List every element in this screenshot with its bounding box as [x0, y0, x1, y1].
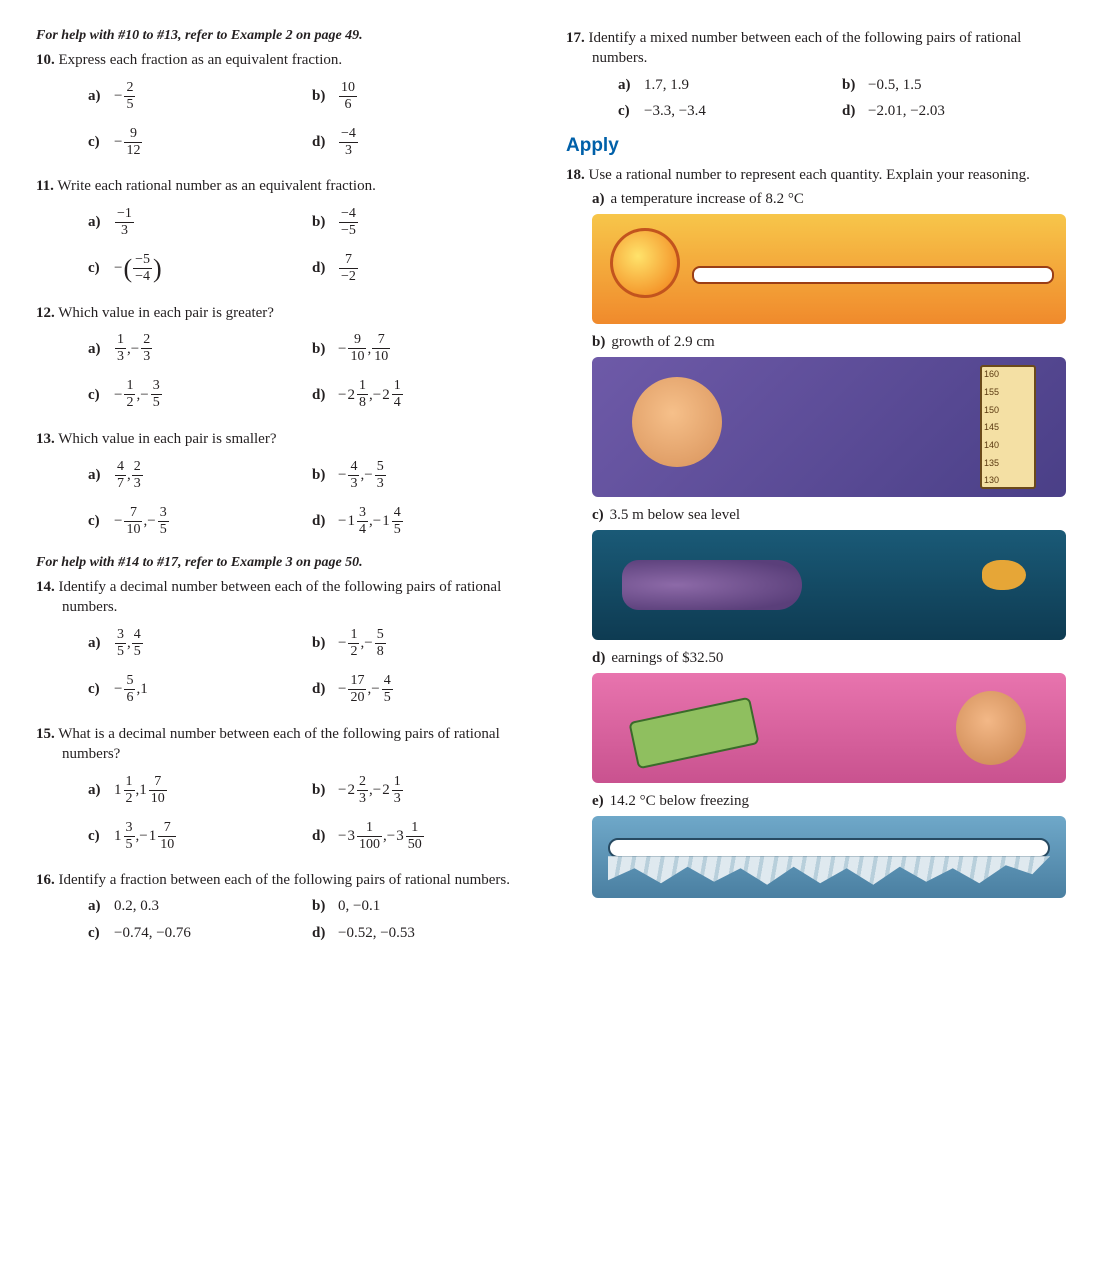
q17-d: d)−2.01, −2.03	[842, 101, 1066, 121]
q10-text: Express each fraction as an equivalent f…	[59, 52, 343, 68]
q17-c: c)−3.3, −3.4	[618, 101, 842, 121]
question-17: 17. Identify a mixed number between each…	[566, 28, 1066, 121]
q12-b: b) −910, 710	[312, 333, 536, 364]
q11-b: b) −4−5	[312, 207, 536, 238]
q12-c: c) −12, −35	[88, 379, 312, 410]
q18-c: c)3.5 m below sea level	[592, 507, 1066, 524]
help-note-2: For help with #14 to #17, refer to Examp…	[36, 555, 536, 571]
q18-d: d)earnings of $32.50	[592, 650, 1066, 667]
question-10: 10. Express each fraction as an equivale…	[36, 50, 536, 162]
illustration-freezing-thermometer	[592, 816, 1066, 898]
q13-a: a) 47, 23	[88, 460, 312, 491]
q13-c: c) −710, −35	[88, 506, 312, 537]
q13-d: d) −134, −145	[312, 506, 536, 537]
q15-d: d) −31100, −3150	[312, 821, 536, 852]
q18-a: a)a temperature increase of 8.2 °C	[592, 191, 1066, 208]
q10-d: d) −43	[312, 127, 536, 158]
q11-d: d) 7−2	[312, 253, 536, 284]
q10-a: a) − 25	[88, 81, 312, 112]
q10-b: b) 106	[312, 81, 536, 112]
question-14: 14. Identify a decimal number between ea…	[36, 577, 536, 710]
illustration-growth-ruler: 160 155 150 145 140 135 130	[592, 357, 1066, 497]
question-13: 13. Which value in each pair is smaller?…	[36, 429, 536, 541]
q11-a: a) −13	[88, 207, 312, 238]
question-16: 16. Identify a fraction between each of …	[36, 870, 536, 943]
question-18: 18. Use a rational number to represent e…	[566, 165, 1066, 185]
q14-b: b) −12, −58	[312, 628, 536, 659]
q18-e: e)14.2 °C below freezing	[592, 793, 1066, 810]
q14-a: a) 35, 45	[88, 628, 312, 659]
q16-a: a)0.2, 0.3	[88, 896, 312, 916]
illustration-sun-thermometer	[592, 214, 1066, 324]
q18-b: b)growth of 2.9 cm	[592, 334, 1066, 351]
q17-a: a)1.7, 1.9	[618, 75, 842, 95]
q12-a: a) 13, −23	[88, 333, 312, 364]
q17-b: b)−0.5, 1.5	[842, 75, 1066, 95]
illustration-earnings	[592, 673, 1066, 783]
help-note-1: For help with #10 to #13, refer to Examp…	[36, 28, 536, 44]
q15-a: a) 112, 1710	[88, 775, 312, 806]
q16-c: c)−0.74, −0.76	[88, 923, 312, 943]
q16-d: d)−0.52, −0.53	[312, 923, 536, 943]
q12-d: d) −218, −214	[312, 379, 536, 410]
q15-b: b) −223, −213	[312, 775, 536, 806]
q11-c: c) −(−5−4)	[88, 253, 312, 284]
q10-num: 10.	[36, 52, 55, 68]
illustration-diver	[592, 530, 1066, 640]
q13-b: b) −43, −53	[312, 460, 536, 491]
apply-heading: Apply	[566, 135, 1066, 157]
q16-b: b)0, −0.1	[312, 896, 536, 916]
q14-c: c) −56, 1	[88, 674, 312, 705]
q14-d: d) −1720, −45	[312, 674, 536, 705]
q15-c: c) 135, −1710	[88, 821, 312, 852]
q10-c: c) − 912	[88, 127, 312, 158]
question-12: 12. Which value in each pair is greater?…	[36, 303, 536, 415]
question-15: 15. What is a decimal number between eac…	[36, 724, 536, 857]
question-11: 11. Write each rational number as an equ…	[36, 176, 536, 288]
